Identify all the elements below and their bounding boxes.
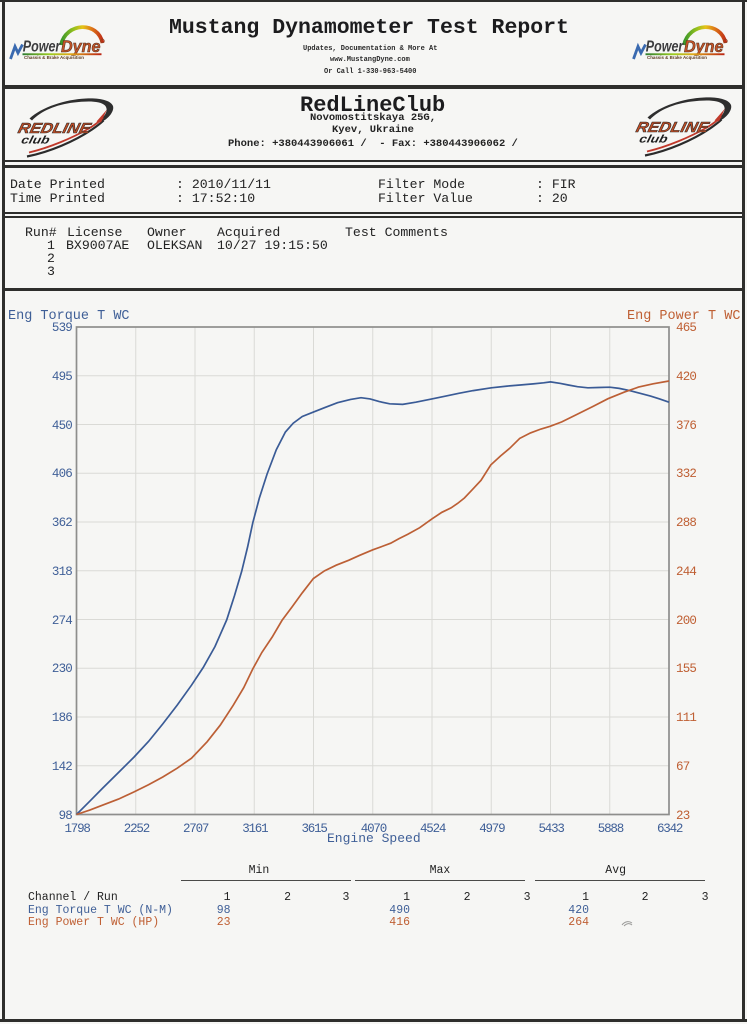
svg-text:club: club — [638, 133, 669, 145]
svg-text:Chassis & Brake Acquisition: Chassis & Brake Acquisition — [24, 55, 84, 60]
svg-text:Power: Power — [23, 39, 61, 56]
svg-text:Dyne: Dyne — [684, 38, 724, 56]
svg-text:REDLINE: REDLINE — [16, 121, 93, 137]
svg-text:club: club — [20, 135, 51, 147]
svg-text:Power: Power — [646, 38, 684, 55]
svg-text:Dyne: Dyne — [61, 38, 101, 56]
svg-text:Chassis & Brake Acquisition: Chassis & Brake Acquisition — [647, 55, 707, 60]
svg-text:REDLINE: REDLINE — [634, 120, 711, 136]
